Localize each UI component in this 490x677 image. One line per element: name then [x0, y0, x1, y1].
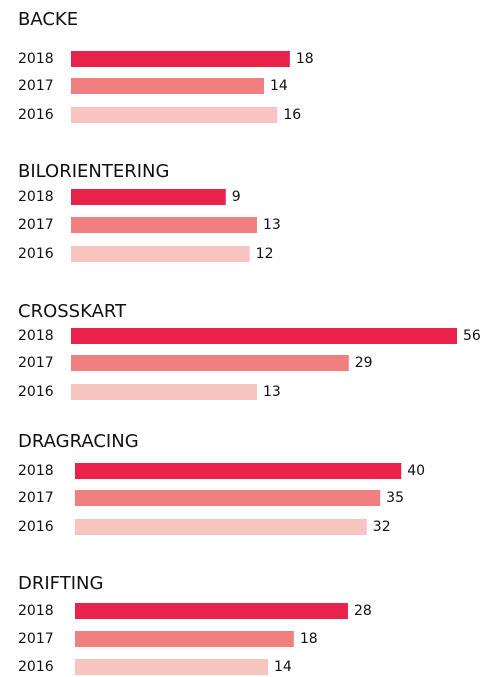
category-label: 2017 — [18, 490, 54, 506]
bar — [75, 603, 348, 619]
category-label: 2018 — [18, 189, 54, 205]
value-label: 18 — [300, 631, 318, 647]
category-label: 2018 — [18, 328, 54, 344]
panel-title: CROSSKART — [18, 301, 127, 322]
panel-title: BACKE — [18, 9, 78, 30]
value-label: 13 — [263, 217, 281, 233]
value-label: 29 — [355, 355, 373, 371]
value-label: 35 — [386, 490, 404, 506]
category-label: 2016 — [18, 384, 54, 400]
category-label: 2018 — [18, 51, 54, 67]
panel-title: DRAGRACING — [18, 431, 139, 452]
bar — [75, 659, 268, 675]
value-label: 14 — [270, 78, 288, 94]
category-label: 2018 — [18, 463, 54, 479]
panel-title: BILORIENTERING — [18, 161, 169, 182]
value-label: 9 — [232, 189, 241, 205]
value-label: 12 — [256, 246, 274, 262]
bar — [75, 631, 294, 647]
category-label: 2016 — [18, 246, 54, 262]
value-label: 40 — [407, 463, 425, 479]
value-label: 56 — [463, 328, 481, 344]
category-label: 2017 — [18, 217, 54, 233]
bar — [75, 519, 367, 535]
bar — [75, 463, 402, 479]
category-label: 2016 — [18, 659, 54, 675]
bar — [71, 355, 349, 371]
category-label: 2018 — [18, 603, 54, 619]
value-label: 14 — [274, 659, 292, 675]
bar — [71, 189, 226, 205]
value-label: 13 — [263, 384, 281, 400]
category-label: 2016 — [18, 107, 54, 123]
category-label: 2017 — [18, 78, 54, 94]
bar — [71, 107, 278, 123]
value-label: 18 — [296, 51, 314, 67]
bar — [71, 51, 290, 67]
bar — [71, 78, 264, 94]
bar — [71, 246, 250, 262]
category-label: 2017 — [18, 355, 54, 371]
bar — [71, 384, 257, 400]
bar — [71, 217, 257, 233]
value-label: 16 — [283, 107, 301, 123]
category-label: 2016 — [18, 519, 54, 535]
bar — [75, 490, 381, 506]
value-label: 28 — [354, 603, 372, 619]
bar — [71, 328, 457, 344]
value-label: 32 — [373, 519, 391, 535]
panel-title: DRIFTING — [18, 573, 103, 594]
category-label: 2017 — [18, 631, 54, 647]
